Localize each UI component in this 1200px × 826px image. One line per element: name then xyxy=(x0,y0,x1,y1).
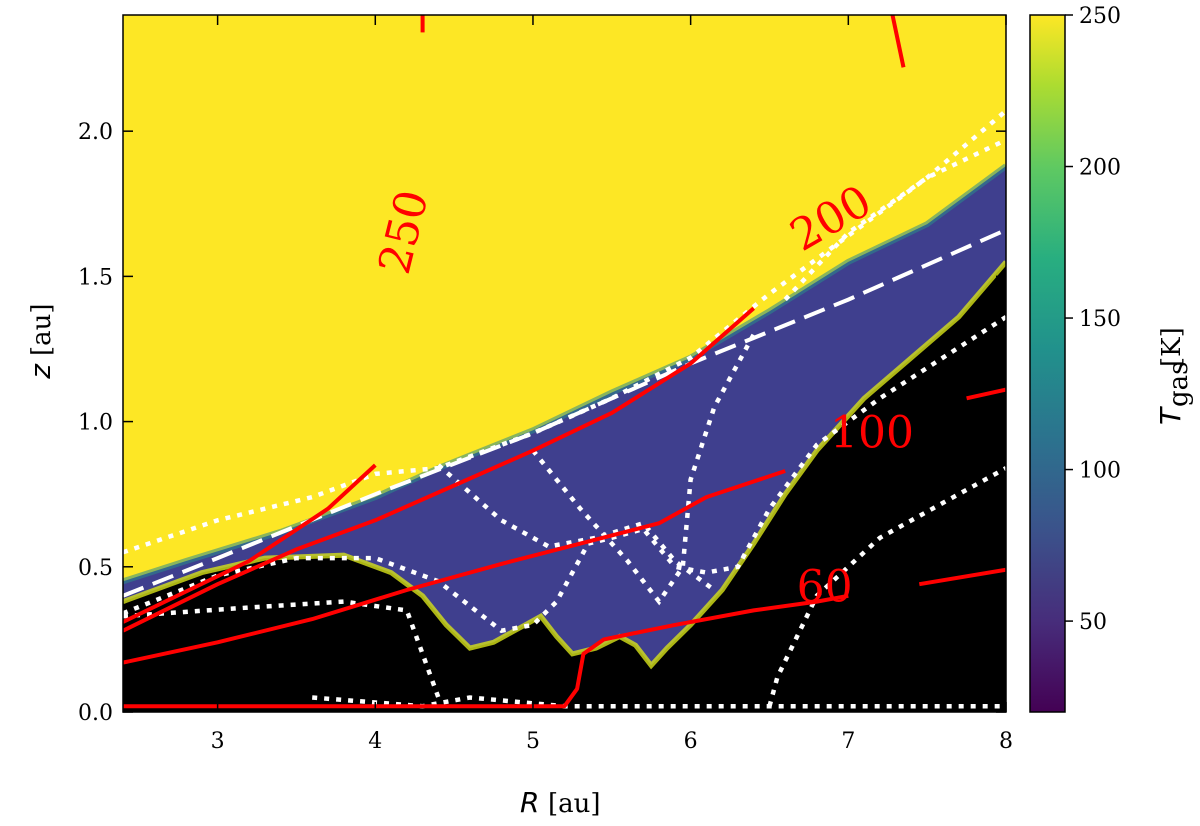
colorbar-label: T gas [K] xyxy=(1154,327,1194,425)
contour-line-1 xyxy=(890,15,906,68)
white-dotted-line-5 xyxy=(531,333,756,606)
plot-frame xyxy=(122,14,1007,713)
x-tick-label-1: 4 xyxy=(368,729,382,754)
white-dotted-line-0 xyxy=(123,109,1006,555)
contour-label-2: 100 xyxy=(830,408,914,459)
y-tick-label-1: 0.5 xyxy=(78,556,113,581)
white-dotted-line-3 xyxy=(123,599,441,699)
x-axis-unit: [au] xyxy=(548,789,601,819)
colorbar-label-symbol: T xyxy=(1154,406,1187,425)
white-dashed-line xyxy=(123,228,1006,598)
transition-band xyxy=(123,163,1006,585)
y-axis-ticks: 0.0 0.5 1.0 1.5 2.0 xyxy=(78,120,1006,726)
white-dotted-line-2 xyxy=(123,315,1006,634)
y-axis-symbol: z xyxy=(24,363,57,380)
colorbar: 50 100 150 200 250 T gas [K] xyxy=(1029,4,1194,713)
colorbar-label-subscript: gas xyxy=(1164,362,1194,408)
colorbar-tick-label-3: 200 xyxy=(1079,156,1121,181)
colorbar-gradient xyxy=(1029,14,1066,713)
contour-line-3 xyxy=(123,306,756,633)
hot-region xyxy=(123,15,1006,582)
contour-line-4 xyxy=(123,469,786,665)
contour-line-2 xyxy=(123,463,377,624)
colorbar-tick-label-4: 250 xyxy=(1079,4,1121,29)
colorbar-ticks: 50 100 150 200 250 xyxy=(1065,4,1121,635)
x-tick-label-3: 6 xyxy=(684,729,698,754)
contour-line-5 xyxy=(966,387,1006,401)
x-tick-label-0: 3 xyxy=(211,729,225,754)
white-dotted-line-7 xyxy=(312,695,1006,709)
temperature-regions xyxy=(123,15,1006,712)
x-axis-ticks: 3 4 5 6 7 8 xyxy=(211,15,1013,754)
colorbar-tick-label-1: 100 xyxy=(1079,459,1121,484)
colorbar-tick-label-2: 150 xyxy=(1079,307,1121,332)
y-axis-unit: [au] xyxy=(27,303,57,356)
contour-line-6 xyxy=(123,593,849,709)
colorbar-tick-label-0: 50 xyxy=(1079,610,1107,635)
x-tick-label-4: 7 xyxy=(841,729,855,754)
cold-region xyxy=(123,261,1006,712)
white-dotted-line-1 xyxy=(783,137,1006,302)
boundary-lines xyxy=(123,109,1006,709)
y-tick-label-0: 0.0 xyxy=(78,701,113,726)
contour-label-3: 60 xyxy=(797,562,853,613)
cold-edge-band xyxy=(123,260,1006,670)
white-dotted-line-4 xyxy=(767,466,1006,707)
y-axis-label: z [au] xyxy=(24,303,57,379)
x-tick-label-5: 8 xyxy=(999,729,1013,754)
x-tick-label-2: 5 xyxy=(526,729,540,754)
y-tick-label-2: 1.0 xyxy=(78,411,113,436)
contour-line-7 xyxy=(918,567,1006,587)
plot-area xyxy=(123,15,1006,712)
y-tick-label-4: 2.0 xyxy=(78,120,113,145)
temperature-contours xyxy=(123,15,1006,709)
y-tick-label-3: 1.5 xyxy=(78,265,113,290)
x-axis-label: R [au] xyxy=(520,786,601,819)
x-axis-symbol: R xyxy=(520,786,539,819)
colorbar-label-unit: [K] xyxy=(1157,327,1187,367)
